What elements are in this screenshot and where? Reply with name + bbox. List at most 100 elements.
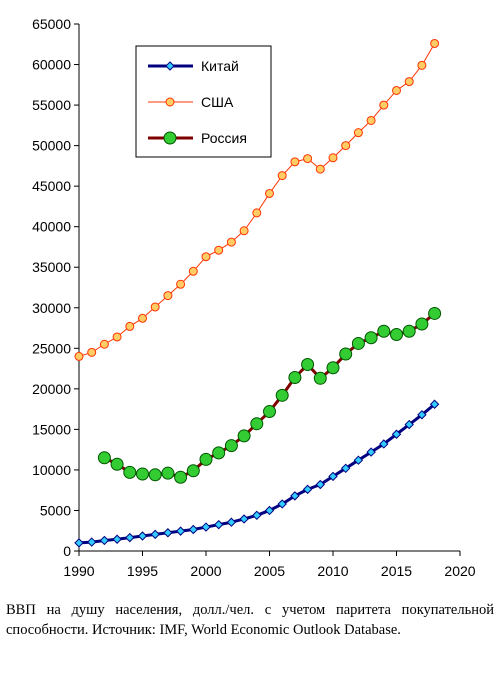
data-point-usa — [163, 291, 173, 301]
data-point-russia — [110, 457, 124, 471]
data-point-usa — [176, 279, 186, 289]
data-point-russia — [224, 439, 238, 453]
data-point-russia — [123, 465, 137, 479]
data-point-usa — [125, 321, 135, 331]
data-point-china — [188, 524, 199, 535]
y-tick-label: 55000 — [32, 97, 71, 113]
series-russia — [97, 306, 442, 484]
chart-legend: Китай США Россия — [135, 45, 272, 158]
data-point-russia — [136, 467, 149, 481]
data-point-russia — [326, 361, 340, 375]
data-point-usa — [150, 302, 160, 312]
data-point-russia — [275, 388, 289, 402]
data-point-usa — [430, 38, 440, 48]
data-point-china — [379, 439, 389, 449]
data-point-russia — [364, 331, 378, 345]
data-point-china — [226, 517, 237, 527]
legend-label-china: Китай — [201, 58, 239, 74]
y-tick-label: 45000 — [32, 178, 71, 194]
data-point-usa — [404, 77, 414, 87]
data-point-russia — [390, 328, 403, 342]
data-point-russia — [301, 358, 315, 372]
data-point-russia — [313, 371, 327, 385]
x-tick-label: 2015 — [381, 563, 412, 579]
series-line-russia — [103, 312, 436, 479]
data-point-china — [302, 484, 313, 495]
data-point-usa — [392, 85, 401, 95]
y-tick-label: 60000 — [32, 57, 71, 73]
y-tick-label: 65000 — [32, 16, 71, 32]
y-tick-label: 30000 — [32, 300, 71, 316]
data-point-usa — [252, 208, 262, 218]
x-tick-label: 1990 — [63, 563, 94, 579]
data-point-china — [391, 429, 402, 439]
chart-axes: 0 5000 10000 15000 20000 25000 30000 35000 40000… — [32, 16, 476, 579]
x-tick-label: 2000 — [190, 563, 221, 579]
data-point-china — [86, 537, 97, 547]
data-point-russia — [339, 347, 353, 361]
data-point-usa — [99, 339, 109, 349]
data-point-china — [99, 535, 110, 546]
legend-label-russia: Россия — [201, 130, 247, 146]
data-point-russia — [237, 429, 251, 443]
data-point-usa — [379, 100, 389, 110]
data-point-china — [74, 538, 84, 548]
legend-label-usa: США — [201, 94, 234, 110]
data-point-usa — [239, 226, 249, 236]
data-point-usa — [188, 266, 198, 276]
data-point-russia — [161, 466, 175, 480]
data-point-russia — [148, 468, 162, 482]
legend-marker-russia — [163, 131, 177, 145]
data-point-china — [353, 455, 364, 465]
series-china — [74, 399, 440, 548]
data-point-usa — [341, 141, 351, 151]
data-point-russia — [199, 452, 213, 466]
series-usa — [74, 38, 440, 361]
chart-caption: ВВП на душу населения, долл./чел. с учет… — [6, 602, 494, 638]
data-point-china — [239, 514, 249, 524]
data-point-usa — [87, 347, 97, 357]
x-tick-label: 2005 — [254, 563, 285, 579]
data-point-china — [252, 510, 262, 521]
gdp-line-chart: 0 5000 10000 15000 20000 25000 30000 35000 40000… — [32, 16, 476, 579]
data-point-usa — [265, 188, 274, 198]
data-point-china — [150, 529, 160, 540]
data-point-usa — [303, 154, 313, 164]
data-point-russia — [212, 446, 226, 460]
data-point-russia — [174, 470, 188, 484]
data-point-china — [404, 419, 414, 430]
data-point-china — [175, 526, 186, 536]
data-point-russia — [288, 370, 302, 384]
data-point-china — [277, 499, 287, 509]
data-point-usa — [214, 245, 224, 255]
data-point-china — [112, 534, 122, 544]
legend-marker-china — [165, 61, 175, 71]
data-point-china — [417, 410, 427, 420]
data-point-russia — [250, 417, 264, 431]
y-tick-label: 15000 — [32, 421, 71, 437]
data-point-china — [290, 491, 300, 501]
legend-marker-usa — [165, 97, 175, 107]
data-point-china — [213, 519, 224, 530]
data-point-russia — [428, 306, 442, 320]
data-point-usa — [201, 252, 211, 262]
data-point-russia — [351, 336, 365, 350]
data-point-china — [315, 479, 326, 490]
data-point-usa — [277, 171, 287, 181]
data-point-russia — [402, 324, 416, 338]
y-tick-label: 10000 — [32, 462, 71, 478]
data-point-russia — [186, 464, 200, 478]
y-tick-label: 5000 — [40, 502, 71, 518]
data-point-china — [340, 463, 351, 474]
data-point-china — [328, 471, 338, 482]
x-tick-label: 1995 — [127, 563, 158, 579]
data-point-china — [366, 447, 376, 457]
data-point-china — [163, 528, 173, 538]
data-point-russia — [263, 405, 276, 419]
data-point-usa — [74, 351, 84, 361]
data-point-usa — [417, 60, 427, 70]
data-point-usa — [315, 164, 325, 174]
data-point-usa — [366, 115, 376, 125]
data-point-china — [125, 532, 135, 543]
data-point-usa — [353, 128, 363, 138]
